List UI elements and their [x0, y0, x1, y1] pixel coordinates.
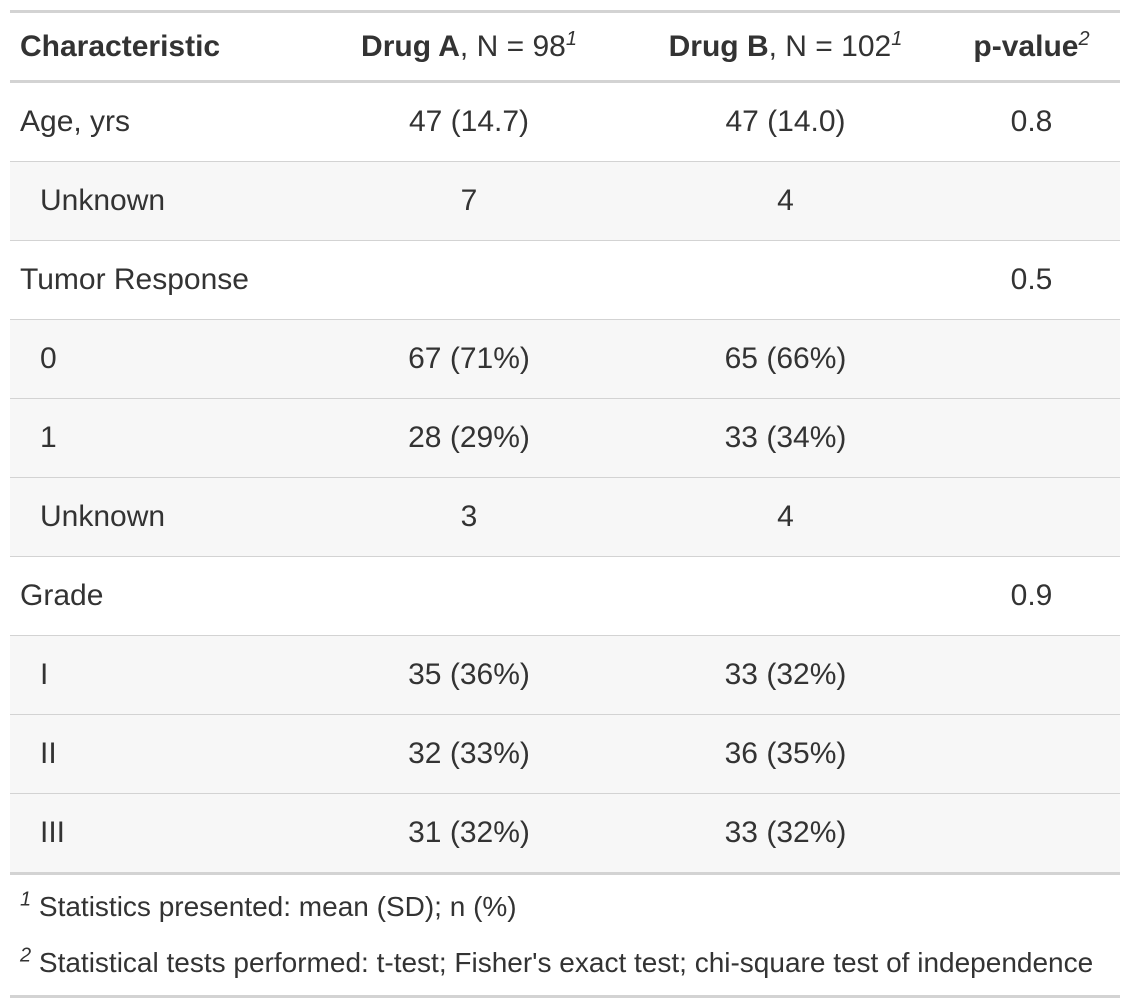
footnote-1-text: Statistics presented: mean (SD); n (%): [38, 891, 517, 922]
cell-p-value: [943, 162, 1120, 241]
table-body: Age, yrs 47 (14.7) 47 (14.0) 0.8 Unknown…: [10, 82, 1120, 873]
cell-drug-b: 36 (35%): [724, 737, 847, 770]
table-row-response-unknown: Unknown 3 4: [10, 477, 1120, 557]
cell-p-value: [943, 478, 1120, 557]
footnote-2: 2 Statistical tests performed: t-test; F…: [10, 935, 1120, 991]
header-characteristic-label: Characteristic: [20, 29, 221, 63]
cell-drug-b: 4: [777, 500, 794, 533]
footnote-divider-top: [10, 872, 1120, 875]
row-label: Unknown: [40, 500, 166, 533]
cell-p-value: [943, 636, 1120, 715]
table-row-response-1: 1 28 (29%) 33 (34%): [10, 398, 1120, 478]
table-row-grade-iii: III 31 (32%) 33 (32%): [10, 793, 1120, 873]
cell-drug-a: 3: [460, 500, 478, 533]
table-row-age: Age, yrs 47 (14.7) 47 (14.0) 0.8: [10, 82, 1120, 162]
cell-drug-a: 7: [460, 184, 478, 217]
table-row-response-0: 0 67 (71%) 65 (66%): [10, 319, 1120, 399]
header-drug-a-footnote-mark: 1: [565, 27, 577, 50]
header-drug-a-n: , N = 98: [459, 29, 566, 63]
cell-p-value: 0.5: [1010, 263, 1053, 296]
cell-drug-b: [628, 557, 943, 636]
cell-p-value: 0.9: [1010, 579, 1053, 612]
cell-drug-a: 35 (36%): [408, 658, 530, 691]
cell-drug-a: 31 (32%): [408, 816, 530, 849]
table-row-age-unknown: Unknown 7 4: [10, 161, 1120, 241]
cell-drug-b: 33 (32%): [724, 816, 847, 849]
row-label: 1: [40, 421, 57, 454]
cell-drug-a: 28 (29%): [408, 421, 530, 454]
cell-drug-a: 47 (14.7): [408, 105, 530, 138]
cell-drug-b: 47 (14.0): [725, 105, 846, 138]
cell-drug-a: [310, 557, 628, 636]
row-label: III: [40, 816, 66, 849]
row-label: Grade: [20, 579, 104, 612]
header-drug-b-name: Drug B: [668, 29, 769, 63]
footnote-2-mark: 2: [20, 944, 32, 967]
cell-drug-b: 4: [777, 184, 794, 217]
cell-drug-a: 67 (71%): [408, 342, 530, 375]
table-row-grade: Grade 0.9: [10, 556, 1120, 636]
cell-p-value: [943, 794, 1120, 873]
cell-p-value: [943, 715, 1120, 794]
header-drug-b-n: , N = 102: [768, 29, 892, 63]
header-characteristic: Characteristic: [10, 12, 310, 82]
footnote-divider-bottom: [10, 995, 1120, 998]
footnote-1: 1 Statistics presented: mean (SD); n (%): [10, 879, 1120, 935]
row-label: Unknown: [40, 184, 166, 217]
table-row-grade-ii: II 32 (33%) 36 (35%): [10, 714, 1120, 794]
table-row-grade-i: I 35 (36%) 33 (32%): [10, 635, 1120, 715]
summary-table: Characteristic Drug A, N = 981 Drug B, N…: [10, 10, 1120, 872]
header-p-value-footnote-mark: 2: [1078, 27, 1090, 50]
header-row: Characteristic Drug A, N = 981 Drug B, N…: [10, 11, 1120, 82]
cell-drug-b: 33 (34%): [724, 421, 847, 454]
row-label: 0: [40, 342, 57, 375]
cell-drug-b: [628, 241, 943, 320]
cell-drug-a: 32 (33%): [408, 737, 530, 770]
header-drug-b-footnote-mark: 1: [891, 27, 903, 50]
table-row-tumor-response: Tumor Response 0.5: [10, 240, 1120, 320]
header-drug-a-name: Drug A: [361, 29, 460, 63]
header-p-value: p-value2: [943, 12, 1120, 82]
cell-p-value: [943, 320, 1120, 399]
footnote-2-text: Statistical tests performed: t-test; Fis…: [38, 947, 1094, 978]
header-drug-b: Drug B, N = 1021: [628, 12, 943, 82]
row-label: Age, yrs: [20, 105, 131, 138]
cell-drug-b: 33 (32%): [724, 658, 847, 691]
header-drug-a: Drug A, N = 981: [310, 12, 628, 82]
cell-p-value: 0.8: [1010, 105, 1053, 138]
cell-drug-b: 65 (66%): [724, 342, 847, 375]
row-label: I: [40, 658, 49, 691]
row-label: II: [40, 737, 57, 770]
header-p-value-label: p-value: [973, 29, 1079, 63]
footnote-1-mark: 1: [20, 888, 32, 911]
row-label: Tumor Response: [20, 263, 249, 296]
table-header: Characteristic Drug A, N = 981 Drug B, N…: [10, 11, 1120, 82]
summary-table-container: Characteristic Drug A, N = 981 Drug B, N…: [10, 10, 1120, 998]
cell-drug-a: [310, 241, 628, 320]
cell-p-value: [943, 399, 1120, 478]
